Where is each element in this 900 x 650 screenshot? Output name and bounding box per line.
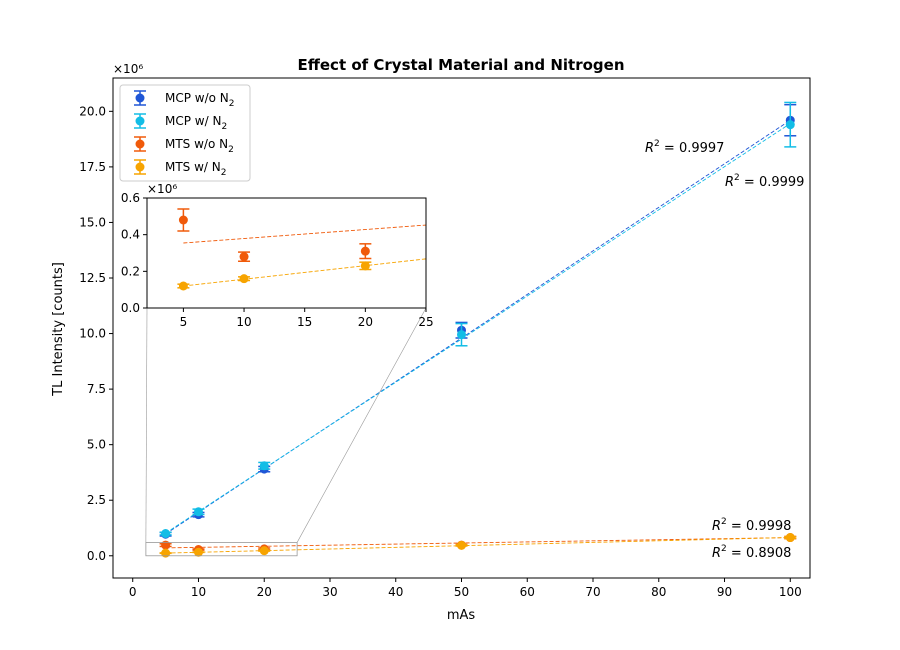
fit-line-series-1 bbox=[165, 123, 791, 534]
inset-data-point bbox=[239, 274, 249, 284]
inset-fit-line bbox=[183, 224, 427, 244]
x-tick-label: 50 bbox=[454, 585, 469, 599]
zoom-region-box bbox=[145, 542, 298, 557]
inset-data-point bbox=[360, 246, 370, 256]
inset-y-tick-label: 0.0 bbox=[121, 301, 140, 315]
zoom-connector-left bbox=[145, 307, 148, 543]
legend-marker bbox=[135, 93, 145, 103]
legend: MCP w/o N2 MCP w/ N2 MTS w/o N2 MTS w/ N2 bbox=[119, 84, 251, 182]
x-tick-label: 100 bbox=[779, 585, 802, 599]
x-tick-label: 30 bbox=[322, 585, 337, 599]
x-tick-label: 90 bbox=[717, 585, 732, 599]
inset-data-point bbox=[178, 215, 188, 225]
y-axis-label: TL Intensity [counts] bbox=[51, 262, 66, 397]
inset-x-tick-label: 5 bbox=[180, 315, 188, 329]
x-tick-label: 20 bbox=[257, 585, 272, 599]
x-tick-label: 10 bbox=[191, 585, 206, 599]
inset-y-tick-label: 0.2 bbox=[121, 264, 140, 278]
zoom-connector-right bbox=[296, 307, 427, 543]
y-tick-label: 12.5 bbox=[79, 271, 106, 285]
data-point bbox=[161, 529, 171, 539]
x-axis-label: mAs bbox=[447, 608, 476, 623]
data-point bbox=[457, 540, 466, 550]
legend-label-series-2: MTS w/o N2 bbox=[165, 137, 234, 155]
inset-y-tick-label: 0.4 bbox=[121, 228, 140, 242]
inset-y-multiplier-label: ×10⁶ bbox=[147, 182, 177, 196]
data-point bbox=[785, 120, 795, 130]
data-point bbox=[259, 546, 269, 556]
y-tick-label: 20.0 bbox=[79, 104, 106, 118]
legend-label-series-1: MCP w/ N2 bbox=[165, 114, 227, 132]
fit-line-series-0 bbox=[165, 119, 791, 535]
legend-marker bbox=[135, 116, 145, 126]
legend-label-series-0: MCP w/o N2 bbox=[165, 91, 235, 109]
data-point bbox=[161, 540, 171, 550]
r2-annotation-series-3: R2 = 0.9998 bbox=[712, 517, 791, 534]
inset-y-tick-label: 0.6 bbox=[121, 191, 140, 205]
fit-line-series-2 bbox=[165, 537, 791, 549]
y-tick-label: 5.0 bbox=[87, 438, 106, 452]
chart-title: Effect of Crystal Material and Nitrogen bbox=[297, 56, 624, 74]
y-tick-label: 0.0 bbox=[87, 549, 106, 563]
x-tick-label: 80 bbox=[651, 585, 666, 599]
inset-data-point bbox=[239, 252, 249, 262]
x-tick-label: 60 bbox=[520, 585, 535, 599]
r2-annotation-series-0: R2 = 0.9997 bbox=[645, 139, 724, 156]
y-tick-label: 17.5 bbox=[79, 160, 106, 174]
inset-background bbox=[147, 198, 426, 308]
legend-marker bbox=[135, 139, 145, 149]
inset-x-tick-label: 15 bbox=[297, 315, 312, 329]
data-point bbox=[161, 548, 171, 558]
y-tick-label: 7.5 bbox=[87, 382, 106, 396]
zoom-connectors bbox=[145, 307, 427, 557]
inset-axes-frame bbox=[146, 197, 427, 309]
legend-label-series-3: MTS w/ N2 bbox=[165, 160, 227, 178]
inset-data-point bbox=[360, 261, 370, 271]
y-multiplier-label: ×10⁶ bbox=[113, 62, 143, 76]
legend-box bbox=[119, 84, 251, 182]
r2-annotation-series-1: R2 = 0.9999 bbox=[725, 173, 804, 190]
x-tick-label: 70 bbox=[585, 585, 600, 599]
inset-data-point bbox=[178, 281, 188, 291]
inset-x-tick-label: 20 bbox=[358, 315, 373, 329]
y-tick-label: 15.0 bbox=[79, 215, 106, 229]
data-point bbox=[193, 507, 203, 517]
x-tick-label: 40 bbox=[388, 585, 403, 599]
data-point bbox=[785, 533, 795, 543]
data-point bbox=[193, 547, 203, 557]
r2-annotation-series-2: R2 = 0.8908 bbox=[712, 544, 791, 561]
data-point bbox=[457, 330, 466, 340]
inset-fit-line bbox=[183, 258, 427, 287]
data-point bbox=[259, 461, 269, 471]
y-tick-label: 10.0 bbox=[79, 327, 106, 341]
y-tick-label: 2.5 bbox=[87, 493, 106, 507]
legend-marker bbox=[135, 162, 145, 172]
x-tick-label: 0 bbox=[129, 585, 137, 599]
inset-plot-area: 5 10 15 20 25 0.0 0.2 0.4 0.6 ×10⁶ bbox=[121, 182, 434, 329]
inset-x-tick-label: 10 bbox=[236, 315, 251, 329]
inset-x-tick-label: 25 bbox=[418, 315, 433, 329]
